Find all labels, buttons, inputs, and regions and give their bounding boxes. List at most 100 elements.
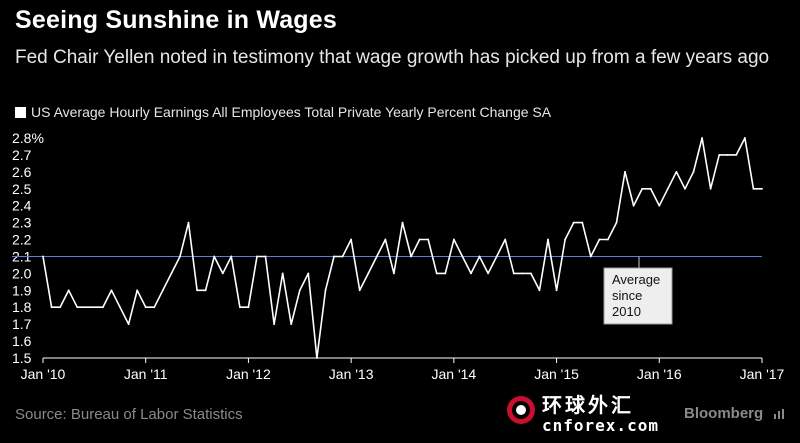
y-tick-label: 2.6 (12, 164, 32, 180)
data-point (564, 238, 567, 241)
x-tick-label: Jan '12 (226, 366, 271, 382)
data-point (230, 255, 233, 258)
data-point (547, 238, 549, 241)
x-tick-label: Jan '10 (21, 366, 66, 382)
data-point (84, 306, 87, 309)
data-point (761, 187, 763, 190)
data-point (76, 306, 79, 309)
chart-title: Seeing Sunshine in Wages (15, 6, 337, 34)
data-point (512, 272, 515, 275)
data-point (658, 204, 661, 207)
data-point (196, 289, 198, 292)
legend: US Average Hourly Earnings All Employees… (15, 104, 551, 120)
y-tick-label: 2.5 (12, 181, 32, 197)
data-point (384, 238, 387, 241)
data-point (324, 289, 327, 292)
data-point (692, 170, 695, 173)
data-point (495, 255, 498, 258)
chart-subtitle: Fed Chair Yellen noted in testimony that… (15, 47, 770, 68)
data-point (435, 272, 438, 275)
data-point (59, 306, 62, 309)
data-point (273, 323, 276, 326)
data-point (204, 289, 207, 292)
data-point (529, 272, 532, 275)
data-point (161, 289, 164, 292)
data-point (256, 255, 258, 258)
data-point (213, 255, 216, 258)
y-tick-label: 2.3 (12, 215, 32, 231)
y-tick-label: 2.0 (12, 265, 32, 281)
cnforex-watermark: 环球外汇 cnforex.com (500, 383, 680, 441)
data-point (427, 238, 430, 241)
data-point (247, 306, 250, 309)
data-point (375, 255, 378, 258)
data-point (752, 187, 755, 190)
data-point (350, 238, 353, 241)
data-point (675, 170, 678, 173)
data-point (42, 255, 44, 258)
y-tick-label: 1.7 (12, 316, 32, 332)
data-point (461, 255, 464, 258)
data-point (316, 357, 318, 359)
annotation-text: Average (612, 272, 660, 287)
data-point (50, 306, 53, 309)
data-point (444, 272, 447, 275)
x-tick-label: Jan '16 (637, 366, 682, 382)
data-point (179, 255, 181, 258)
data-point (281, 272, 284, 275)
y-tick-label: 2.7 (12, 147, 32, 163)
data-point (641, 187, 644, 190)
data-point (701, 137, 703, 139)
data-point (367, 272, 370, 275)
data-point (144, 306, 147, 309)
data-point (170, 272, 173, 275)
data-point (572, 221, 575, 224)
data-point (632, 204, 635, 207)
data-point (93, 306, 96, 309)
y-tick-label: 2.8% (12, 130, 44, 146)
data-point (418, 238, 421, 241)
x-tick-label: Jan '17 (740, 366, 785, 382)
x-tick-label: Jan '11 (124, 366, 168, 382)
data-point (624, 170, 626, 173)
data-point (221, 272, 224, 275)
data-point (410, 255, 412, 258)
x-tick-label: Jan '13 (329, 366, 374, 382)
watermark-url: cnforex.com (542, 416, 659, 435)
data-point (666, 187, 669, 190)
data-point (598, 238, 601, 241)
bloomberg-mark-icon (774, 409, 784, 419)
data-point (555, 289, 558, 292)
legend-label: US Average Hourly Earnings All Employees… (31, 104, 552, 120)
bloomberg-logo: Bloomberg (684, 405, 764, 422)
y-tick-label: 1.8 (12, 299, 32, 315)
data-point (709, 187, 712, 190)
data-point (238, 306, 241, 309)
annotation-text: since (612, 288, 642, 303)
data-point (307, 272, 310, 275)
x-tick-label: Jan '14 (431, 366, 476, 382)
data-point (358, 289, 361, 292)
data-point (718, 154, 721, 156)
y-tick-label: 2.4 (12, 198, 32, 214)
data-point (726, 154, 729, 156)
data-point (153, 306, 156, 309)
data-point (119, 306, 121, 309)
data-point (743, 137, 746, 139)
y-tick-label: 1.9 (12, 282, 32, 298)
data-point (136, 289, 139, 292)
y-tick-label: 1.5 (12, 350, 32, 366)
data-point (187, 221, 190, 224)
data-point (521, 272, 524, 275)
x-tick-label: Jan '15 (534, 366, 579, 382)
watermark-chinese: 环球外汇 (542, 393, 634, 417)
data-point (470, 272, 472, 275)
data-point (333, 255, 335, 258)
data-point (649, 187, 652, 190)
data-point (290, 323, 293, 326)
data-point (504, 238, 507, 241)
data-point (102, 306, 104, 309)
data-point (581, 221, 584, 224)
legend-swatch (15, 106, 26, 118)
